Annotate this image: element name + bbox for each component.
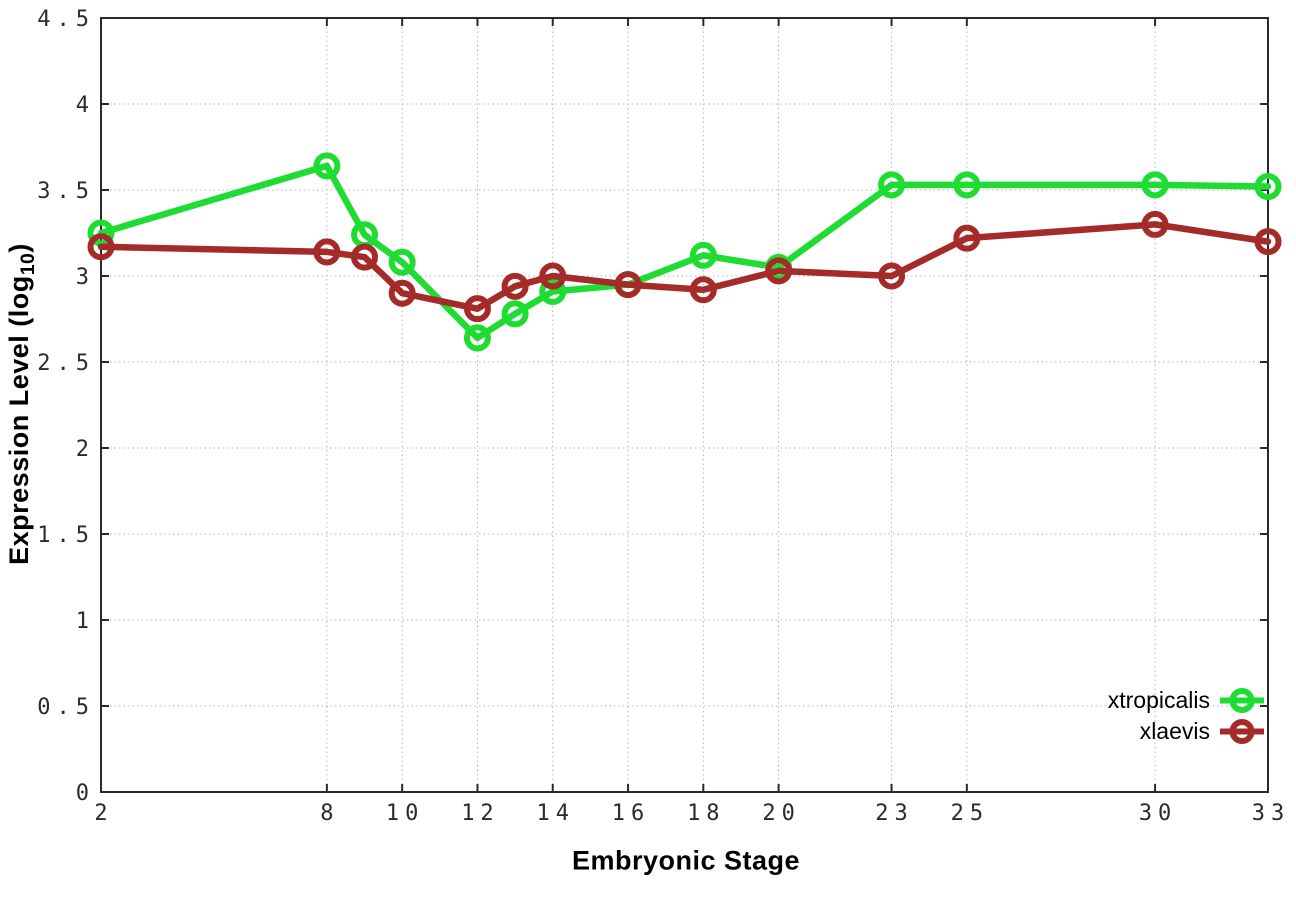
x-tick-label: 18 [687,801,726,826]
y-tick-label: 4 [76,93,95,118]
x-axis-title: Embryonic Stage [571,845,801,876]
x-tick-label: 14 [536,801,575,826]
series-marker-xtropicalis [539,277,567,305]
y-tick-label: 2 [76,437,95,462]
series-marker-xtropicalis [501,300,529,328]
series-marker-xlaevis [689,276,717,304]
x-tick-label: 8 [320,801,339,826]
y-tick-label: 0 [76,781,95,806]
series-marker-xlaevis [463,295,491,323]
x-tick-label: 23 [875,801,914,826]
series-marker-xtropicalis [313,152,341,180]
legend-marker-xtropicalis [1220,688,1264,713]
y-tick-label: 1.5 [37,523,95,548]
legend: xtropicalis xlaevis [1108,686,1264,746]
x-tick-label: 10 [386,801,425,826]
series-marker-xtropicalis [87,219,115,247]
series-marker-xtropicalis [1254,173,1282,201]
series-marker-xlaevis [953,224,981,252]
x-tick-label: 20 [762,801,801,826]
series-marker-xlaevis [539,262,567,290]
x-tick-label: 12 [461,801,500,826]
series-marker-xtropicalis [689,241,717,269]
series-marker-xlaevis [351,243,379,271]
series-marker-xlaevis [313,238,341,266]
legend-row-xlaevis: xlaevis [1140,717,1264,746]
x-tick-label: 25 [951,801,990,826]
legend-label-xtropicalis: xtropicalis [1107,687,1210,713]
series-marker-xtropicalis [388,248,416,276]
series-marker-xlaevis [1254,228,1282,256]
y-axis-title-suffix: ) [3,243,34,253]
y-tick-label: 3.5 [37,179,95,204]
series-marker-xtropicalis [953,171,981,199]
y-axis-title-text: Expression Level (log [3,275,34,565]
legend-circle-sample [1229,719,1255,744]
y-tick-label: 3 [76,265,95,290]
series-marker-xlaevis [388,279,416,307]
series-marker-xlaevis [501,272,529,300]
plot-border [100,17,1269,793]
series-marker-xtropicalis [878,171,906,199]
series-marker-xlaevis [87,233,115,261]
series-marker-xlaevis [878,262,906,290]
legend-marker-xlaevis [1220,719,1264,744]
x-tick-label: 16 [612,801,651,826]
legend-circle-sample [1229,688,1255,713]
x-tick-label: 30 [1139,801,1178,826]
legend-label-xlaevis: xlaevis [1139,718,1210,744]
x-tick-label: 33 [1252,801,1291,826]
y-tick-label: 4.5 [37,7,95,32]
y-tick-label: 1 [76,609,95,634]
series-line-xlaevis [97,221,1272,312]
series-marker-xtropicalis [463,324,491,352]
legend-row-xtropicalis: xtropicalis [1108,686,1264,715]
y-axis-title-subscript: 10 [17,252,40,276]
series-marker-xlaevis [614,271,642,299]
series-marker-xtropicalis [1141,171,1169,199]
y-tick-label: 2.5 [37,351,95,376]
series-marker-xlaevis [765,257,793,285]
y-axis-title: Expression Level (log10) [4,243,40,565]
series-marker-xlaevis [1141,210,1169,238]
x-tick-label: 2 [94,801,113,826]
y-tick-label: 0.5 [37,695,95,720]
